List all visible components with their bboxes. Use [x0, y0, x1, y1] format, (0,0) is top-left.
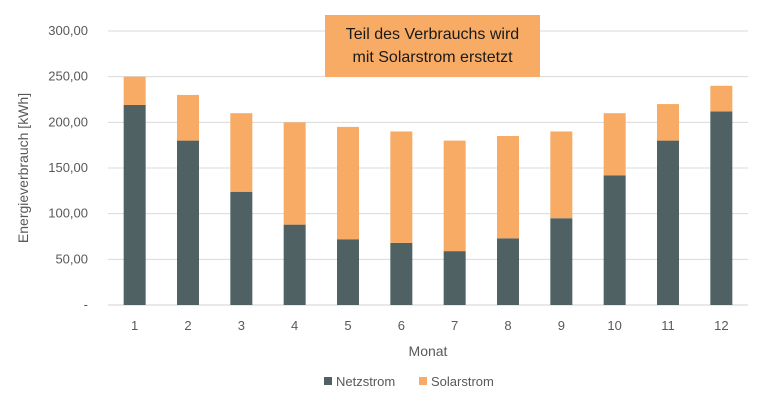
bar-solarstrom [603, 113, 626, 176]
y-tick-label: 150,00 [48, 160, 88, 175]
x-tick-label: 9 [558, 318, 565, 333]
legend-label-netzstrom: Netzstrom [336, 374, 395, 389]
y-tick-label: 300,00 [48, 23, 88, 38]
bar-netzstrom [497, 238, 519, 305]
bar-solarstrom [283, 122, 306, 225]
bar-solarstrom [497, 136, 519, 239]
legend-swatch-solarstrom [419, 377, 427, 385]
x-tick-label: 4 [291, 318, 298, 333]
bar-solarstrom [123, 76, 146, 105]
legend-label-solarstrom: Solarstrom [431, 374, 494, 389]
x-tick-label: 5 [344, 318, 351, 333]
x-tick-label: 11 [661, 318, 675, 333]
y-tick-label: 200,00 [48, 114, 88, 129]
y-tick-label: 250,00 [48, 69, 88, 84]
bar-solarstrom [230, 113, 253, 192]
bar-netzstrom [390, 242, 413, 305]
annotation-line-2: mit Solarstrom erstetzt [352, 49, 513, 66]
x-tick-label: 6 [398, 318, 405, 333]
x-tick-label: 10 [607, 318, 621, 333]
bar-solarstrom [710, 85, 733, 112]
x-tick-label: 12 [714, 318, 728, 333]
bar-solarstrom [177, 94, 199, 141]
x-tick-label: 1 [131, 318, 138, 333]
bar-solarstrom [657, 104, 679, 141]
bar-netzstrom [123, 104, 146, 305]
annotation-line-1: Teil des Verbrauchs wird [345, 26, 520, 43]
x-tick-label: 2 [184, 318, 191, 333]
bar-netzstrom [657, 140, 679, 305]
x-tick-label: 7 [451, 318, 458, 333]
bar-solarstrom [443, 140, 466, 252]
bar-netzstrom [177, 140, 199, 305]
y-tick-label: 50,00 [55, 251, 88, 266]
y-tick-label: 100,00 [48, 206, 88, 221]
bar-netzstrom [710, 111, 733, 305]
annotation-box: Teil des Verbrauchs wird mit Solarstrom … [325, 15, 540, 77]
bar-netzstrom [550, 218, 573, 305]
legend-swatch-netzstrom [324, 377, 332, 385]
y-tick-label: - [84, 297, 88, 312]
bar-solarstrom [550, 131, 573, 219]
x-tick-label: 3 [238, 318, 245, 333]
bar-netzstrom [230, 191, 253, 305]
bar-netzstrom [283, 224, 306, 305]
y-axis-title: Energieverbrauch [kWh] [15, 93, 31, 243]
x-tick-label: 8 [504, 318, 511, 333]
bar-solarstrom [390, 131, 413, 243]
x-axis-title: Monat [409, 343, 448, 359]
bar-netzstrom [603, 175, 626, 305]
bar-solarstrom [337, 126, 359, 240]
bar-netzstrom [443, 251, 466, 305]
bar-netzstrom [337, 239, 359, 305]
